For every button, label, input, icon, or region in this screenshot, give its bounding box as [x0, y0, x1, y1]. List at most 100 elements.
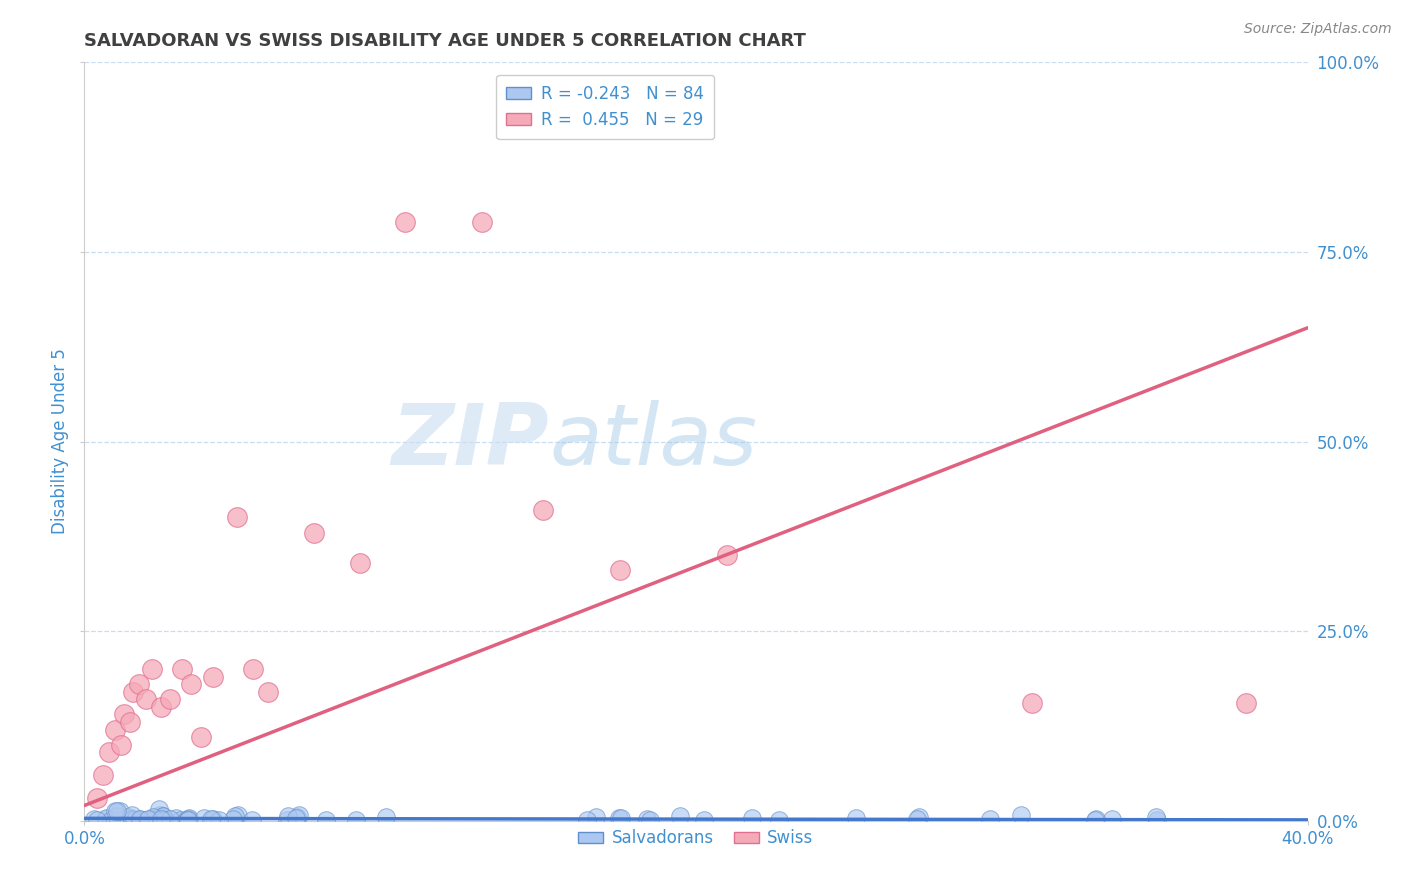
Point — [141, 662, 163, 676]
Point — [128, 812, 150, 826]
Point — [1236, 696, 1258, 710]
Point — [1144, 810, 1167, 824]
Point — [153, 813, 176, 827]
Point — [165, 811, 187, 825]
Point — [128, 677, 150, 691]
Point — [276, 814, 298, 828]
Point — [169, 813, 191, 827]
Point — [638, 814, 661, 828]
Point — [471, 214, 494, 228]
Point — [180, 677, 202, 691]
Point — [190, 730, 212, 744]
Point — [1010, 807, 1032, 822]
Point — [104, 723, 127, 737]
Point — [159, 692, 181, 706]
Point — [768, 814, 790, 828]
Point — [288, 807, 311, 822]
Point — [122, 685, 145, 699]
Legend: Salvadorans, Swiss: Salvadorans, Swiss — [572, 822, 820, 854]
Point — [242, 662, 264, 676]
Point — [94, 811, 117, 825]
Point — [1021, 696, 1043, 710]
Point — [136, 813, 159, 827]
Point — [114, 813, 136, 827]
Point — [128, 812, 150, 826]
Point — [200, 812, 222, 826]
Point — [142, 809, 165, 823]
Point — [531, 503, 554, 517]
Point — [112, 812, 135, 826]
Point — [121, 812, 143, 826]
Text: atlas: atlas — [550, 400, 758, 483]
Text: SALVADORAN VS SWISS DISABILITY AGE UNDER 5 CORRELATION CHART: SALVADORAN VS SWISS DISABILITY AGE UNDER… — [84, 32, 806, 50]
Point — [152, 809, 174, 823]
Point — [108, 804, 131, 818]
Y-axis label: Disability Age Under 5: Disability Age Under 5 — [51, 349, 69, 534]
Point — [285, 810, 308, 824]
Point — [375, 810, 398, 824]
Point — [117, 810, 139, 824]
Point — [668, 808, 690, 822]
Point — [110, 813, 132, 827]
Point — [610, 811, 633, 825]
Point — [905, 812, 928, 826]
Point — [97, 746, 120, 760]
Point — [1101, 813, 1123, 827]
Point — [174, 813, 197, 827]
Point — [131, 814, 153, 828]
Point — [224, 809, 246, 823]
Point — [201, 812, 224, 826]
Point — [152, 811, 174, 825]
Point — [222, 813, 245, 827]
Point — [121, 812, 143, 826]
Point — [585, 810, 607, 824]
Point — [86, 791, 108, 805]
Point — [86, 813, 108, 827]
Point — [121, 808, 143, 822]
Point — [152, 809, 174, 823]
Point — [193, 811, 215, 825]
Text: ZIP: ZIP — [391, 400, 550, 483]
Point — [135, 692, 157, 706]
Point — [176, 812, 198, 826]
Point — [979, 812, 1001, 826]
Point — [201, 669, 224, 683]
Point — [609, 811, 631, 825]
Point — [105, 809, 128, 823]
Point — [91, 768, 114, 782]
Point — [394, 214, 416, 228]
Point — [908, 810, 931, 824]
Point — [172, 662, 194, 676]
Point — [150, 813, 173, 827]
Point — [240, 813, 263, 827]
Point — [110, 738, 132, 752]
Point — [120, 715, 142, 730]
Point — [105, 805, 128, 819]
Point — [693, 814, 716, 828]
Point — [609, 564, 631, 578]
Point — [153, 813, 176, 827]
Point — [96, 812, 118, 826]
Point — [112, 707, 135, 722]
Point — [134, 814, 156, 828]
Point — [148, 802, 170, 816]
Point — [120, 813, 142, 827]
Point — [741, 811, 763, 825]
Point — [149, 812, 172, 826]
Point — [104, 805, 127, 819]
Point — [149, 807, 172, 822]
Point — [576, 813, 599, 827]
Point — [100, 813, 122, 827]
Point — [636, 812, 658, 826]
Point — [122, 814, 145, 828]
Point — [159, 812, 181, 826]
Point — [226, 510, 249, 524]
Point — [177, 814, 200, 828]
Point — [1084, 813, 1107, 827]
Point — [277, 809, 299, 823]
Point — [845, 811, 868, 825]
Point — [1146, 814, 1168, 828]
Point — [118, 813, 141, 827]
Point — [226, 808, 249, 822]
Point — [121, 814, 143, 828]
